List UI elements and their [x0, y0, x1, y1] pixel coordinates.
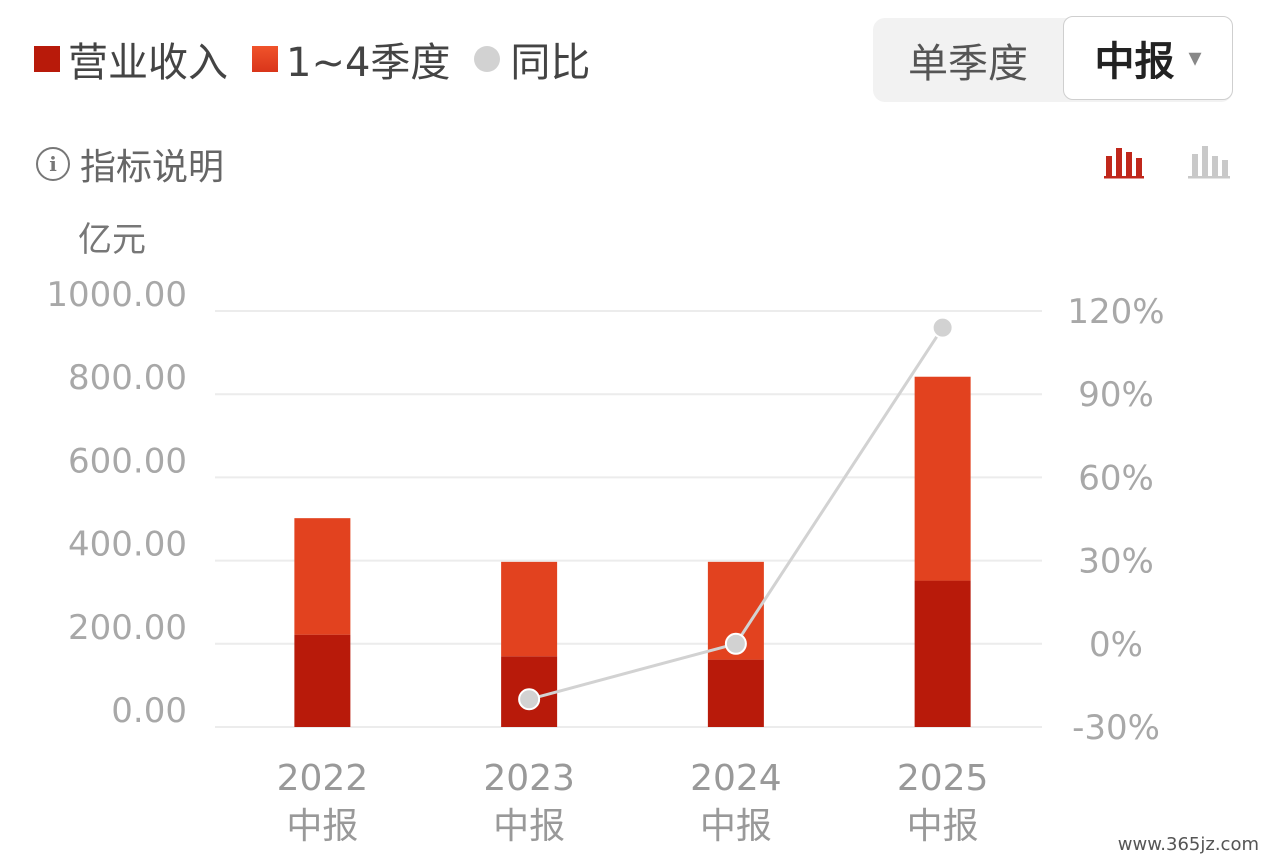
period-toggle: 单季度 中报 ▾	[873, 16, 1233, 102]
stacked-bar-chart-icon[interactable]	[1104, 148, 1144, 179]
single-quarter-button[interactable]: 单季度	[873, 18, 1063, 102]
x-tick-period: 中报	[700, 806, 772, 847]
yoy-point[interactable]	[724, 632, 747, 655]
y-right-tick-label: 90%	[1078, 375, 1154, 415]
yoy-point[interactable]	[518, 688, 541, 711]
indicator-info-label: 指标说明	[80, 147, 225, 188]
y-right-tick-label: 120%	[1067, 292, 1164, 332]
x-tick-period: 中报	[907, 806, 979, 847]
info-icon: i	[36, 147, 70, 181]
x-tick-year: 2025	[897, 758, 989, 799]
y-right-tick-label: 30%	[1078, 542, 1154, 582]
bar-q14[interactable]	[914, 376, 971, 581]
legend-item-revenue[interactable]: 营业收入	[34, 30, 228, 88]
bar-q14[interactable]	[501, 561, 558, 657]
report-period-label: 中报	[1094, 39, 1175, 85]
yoy-point[interactable]	[931, 316, 954, 339]
bar-revenue[interactable]	[914, 580, 971, 727]
x-tick-year: 2023	[483, 758, 575, 799]
y-right-tick-label: 0%	[1089, 625, 1143, 665]
x-tick-year: 2022	[277, 758, 369, 799]
revenue-swatch	[34, 46, 60, 72]
watermark: www.365jz.com	[1117, 834, 1259, 855]
y-axis-unit: 亿元	[78, 220, 146, 260]
legend-yoy-label: 同比	[510, 40, 591, 86]
y-left-tick-label: 1000.00	[46, 275, 187, 315]
y-left-tick-label: 800.00	[68, 358, 187, 398]
x-tick-period: 中报	[493, 806, 565, 847]
y-right-tick-label: -30%	[1072, 708, 1160, 748]
x-tick-year: 2024	[690, 758, 782, 799]
y-left-tick-label: 400.00	[68, 525, 187, 565]
q14-swatch	[252, 46, 278, 72]
y-left-tick-label: 200.00	[68, 608, 187, 648]
grouped-bar-chart-icon[interactable]	[1188, 146, 1230, 179]
legend: 营业收入 1~4季度 同比	[34, 30, 614, 88]
y-left-tick-label: 0.00	[111, 691, 187, 731]
bar-revenue[interactable]	[707, 659, 764, 727]
chart-type-switch	[1100, 142, 1240, 186]
single-quarter-label: 单季度	[908, 41, 1028, 87]
indicator-info-link[interactable]: i 指标说明	[36, 138, 224, 190]
x-tick-period: 中报	[286, 806, 358, 847]
legend-item-q14[interactable]: 1~4季度	[252, 30, 450, 88]
legend-item-yoy[interactable]: 同比	[474, 30, 590, 88]
legend-revenue-label: 营业收入	[68, 40, 228, 86]
report-period-dropdown[interactable]: 中报 ▾	[1063, 16, 1233, 100]
chevron-down-icon: ▾	[1188, 43, 1202, 73]
y-left-tick-label: 600.00	[68, 441, 187, 481]
bar-revenue[interactable]	[294, 634, 351, 727]
yoy-dot	[474, 46, 501, 72]
bar-q14[interactable]	[294, 518, 351, 635]
legend-q14-label: 1~4季度	[286, 40, 451, 86]
y-right-tick-label: 60%	[1078, 458, 1154, 498]
